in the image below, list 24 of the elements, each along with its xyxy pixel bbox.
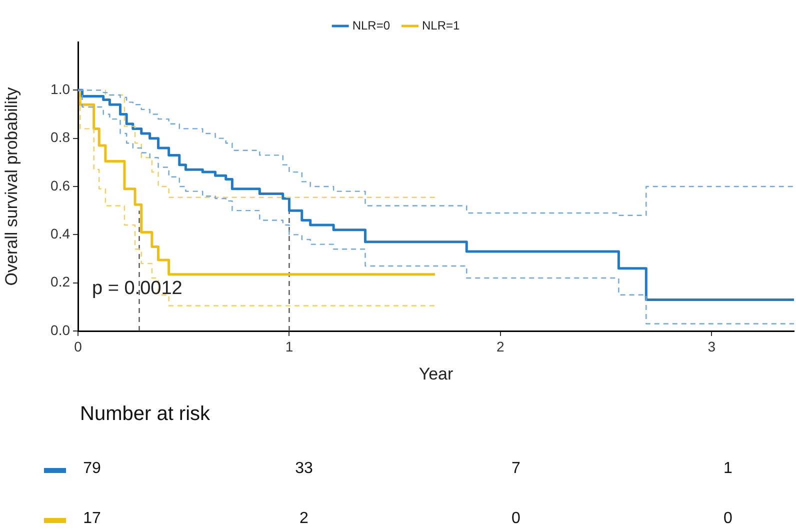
y-tick-label: 0.4 <box>50 226 70 242</box>
y-tick-label: 0.8 <box>50 129 70 146</box>
text: 2 <box>298 510 310 528</box>
text: 17 <box>82 510 102 528</box>
y-tick-label: 0.2 <box>50 274 70 290</box>
y-axis-title: Overall survival probability <box>2 86 21 286</box>
legend-label: NLR=1 <box>422 18 460 32</box>
y-tick-label: 0.0 <box>50 322 70 338</box>
text: 7 <box>510 460 522 478</box>
text: 1 <box>722 460 734 478</box>
annotation: p = 0.0012 <box>92 278 182 300</box>
text: 79 <box>82 460 102 478</box>
x-axis-title: Year <box>418 364 454 384</box>
text: 0 <box>722 510 734 528</box>
text: 33 <box>294 460 314 478</box>
legend-label: NLR=0 <box>352 18 390 32</box>
x-tick-label: 0 <box>74 338 82 354</box>
text: Number at risk <box>80 403 210 426</box>
text: 0 <box>510 510 522 528</box>
y-tick-label: 0.6 <box>50 177 70 194</box>
x-tick-label: 2 <box>496 338 505 354</box>
y-tick-label: 1.0 <box>50 81 70 98</box>
x-tick-label: 3 <box>708 338 716 354</box>
x-tick-label: 1 <box>285 338 294 354</box>
